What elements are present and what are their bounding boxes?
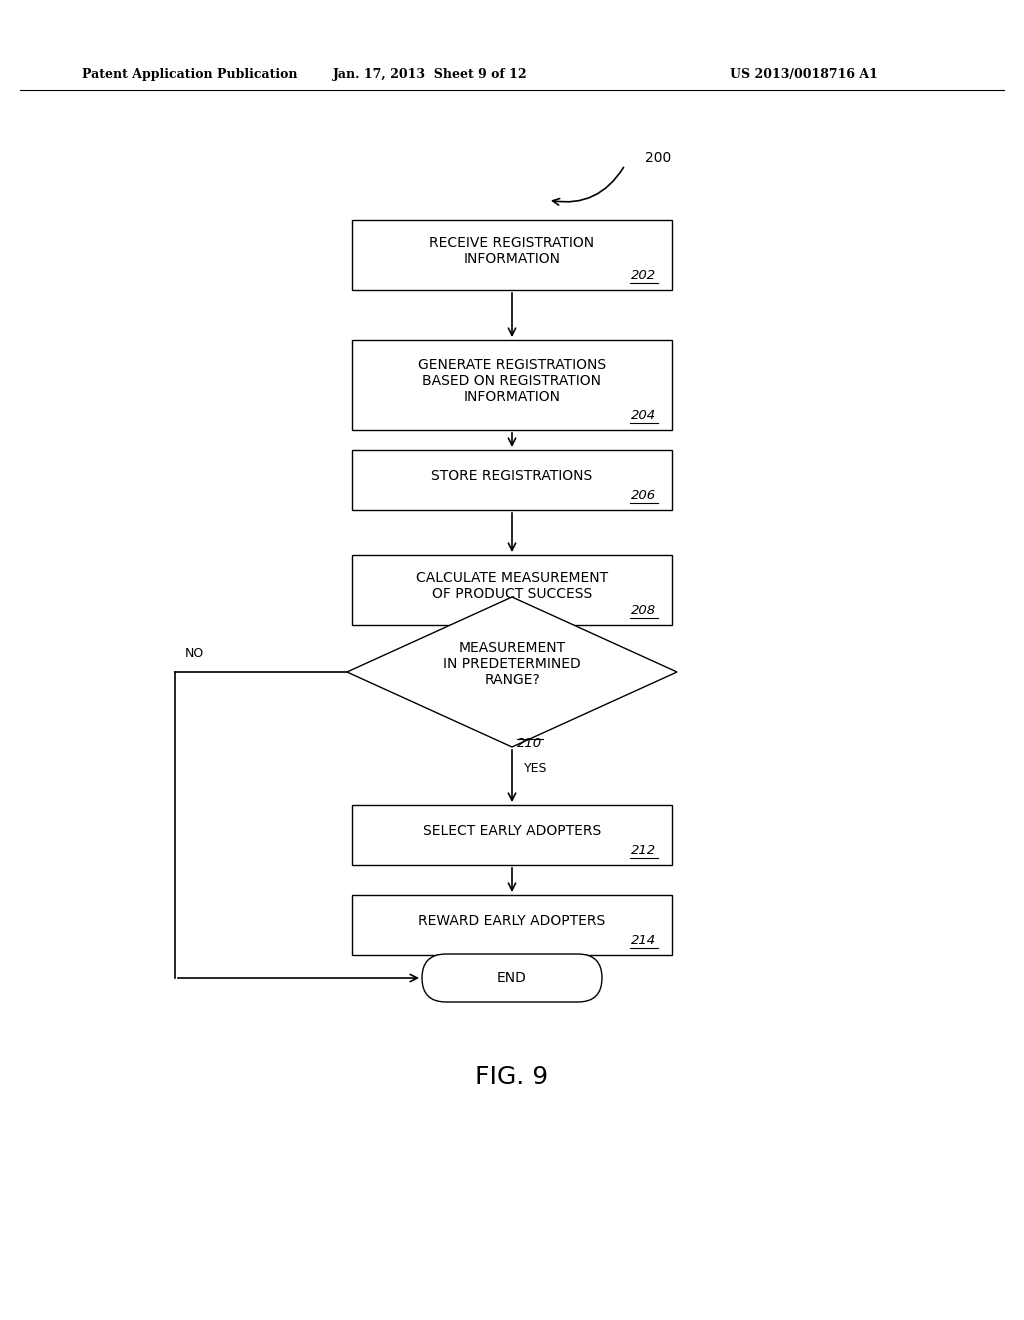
Bar xyxy=(352,450,672,510)
Text: Patent Application Publication: Patent Application Publication xyxy=(82,69,298,81)
Bar xyxy=(352,341,672,430)
FancyBboxPatch shape xyxy=(422,954,602,1002)
Text: 210: 210 xyxy=(517,737,543,750)
Text: Jan. 17, 2013  Sheet 9 of 12: Jan. 17, 2013 Sheet 9 of 12 xyxy=(333,69,527,81)
Text: STORE REGISTRATIONS: STORE REGISTRATIONS xyxy=(431,469,593,483)
Text: 208: 208 xyxy=(632,605,656,616)
Text: GENERATE REGISTRATIONS
BASED ON REGISTRATION
INFORMATION: GENERATE REGISTRATIONS BASED ON REGISTRA… xyxy=(418,358,606,404)
Text: REWARD EARLY ADOPTERS: REWARD EARLY ADOPTERS xyxy=(419,913,605,928)
Text: 212: 212 xyxy=(632,843,656,857)
Text: 214: 214 xyxy=(632,935,656,946)
Bar xyxy=(352,895,672,954)
Text: 202: 202 xyxy=(632,269,656,282)
Polygon shape xyxy=(347,597,677,747)
Text: 204: 204 xyxy=(632,409,656,422)
Bar xyxy=(352,554,672,624)
Text: FIG. 9: FIG. 9 xyxy=(475,1065,549,1089)
Text: END: END xyxy=(497,972,527,985)
Text: MEASUREMENT
IN PREDETERMINED
RANGE?: MEASUREMENT IN PREDETERMINED RANGE? xyxy=(443,640,581,688)
Text: SELECT EARLY ADOPTERS: SELECT EARLY ADOPTERS xyxy=(423,824,601,838)
Text: US 2013/0018716 A1: US 2013/0018716 A1 xyxy=(730,69,878,81)
FancyArrowPatch shape xyxy=(553,168,624,205)
Text: NO: NO xyxy=(185,647,204,660)
Text: RECEIVE REGISTRATION
INFORMATION: RECEIVE REGISTRATION INFORMATION xyxy=(429,236,595,267)
Bar xyxy=(352,805,672,865)
Bar xyxy=(352,220,672,290)
Text: 200: 200 xyxy=(645,150,672,165)
Text: CALCULATE MEASUREMENT
OF PRODUCT SUCCESS: CALCULATE MEASUREMENT OF PRODUCT SUCCESS xyxy=(416,570,608,601)
Text: YES: YES xyxy=(524,762,548,775)
Text: 206: 206 xyxy=(632,488,656,502)
